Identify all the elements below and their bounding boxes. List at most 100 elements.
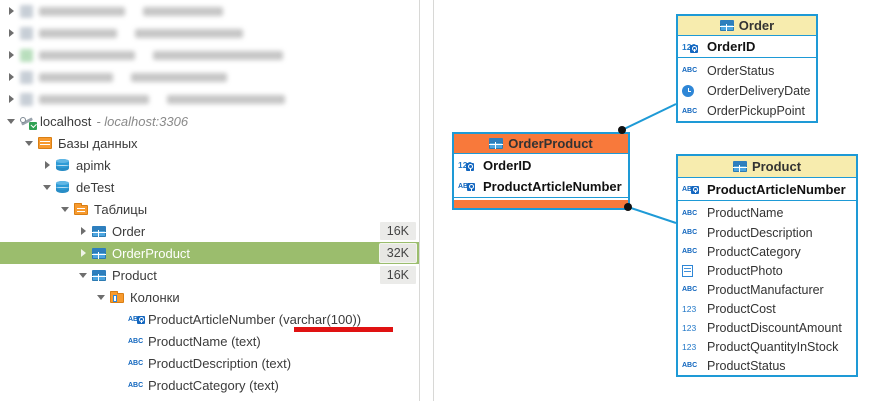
erd-column-productname[interactable]: ProductName xyxy=(678,203,856,223)
chevron-right-icon[interactable] xyxy=(38,154,56,176)
erd-entity-product[interactable]: Product ProductArticleNumber ProductName… xyxy=(676,154,858,377)
table-icon xyxy=(489,138,504,149)
mysql-connection-icon xyxy=(20,44,39,66)
tree-item-db-detest[interactable]: deTest xyxy=(0,176,419,198)
column-name: ProductStatus xyxy=(707,358,786,373)
entity-title: Product xyxy=(751,159,802,174)
text-column-icon xyxy=(128,330,147,352)
erd-column-orderstatus[interactable]: OrderStatus xyxy=(678,60,816,81)
erd-column-productmanufacturer[interactable]: ProductManufacturer xyxy=(678,280,856,299)
chevron-right-icon[interactable] xyxy=(2,44,20,66)
tree-item-tables-folder[interactable]: Таблицы xyxy=(0,198,419,220)
chevron-right-icon[interactable] xyxy=(74,220,92,242)
blurred-connection-row[interactable] xyxy=(0,66,419,88)
chevron-right-icon[interactable] xyxy=(74,242,92,264)
table-icon xyxy=(92,242,111,264)
column-name: ProductManufacturer xyxy=(707,282,824,297)
text-column-icon xyxy=(682,280,702,299)
text-column-icon xyxy=(682,356,702,375)
red-underline-annotation xyxy=(294,327,393,332)
tree-item-table-order[interactable]: Order 16K xyxy=(0,220,419,242)
er-diagram-panel[interactable]: Order OrderID OrderStatus OrderDeliveryD… xyxy=(434,0,883,401)
column-name: ProductPhoto xyxy=(707,263,783,278)
erd-column-productphoto[interactable]: ProductPhoto xyxy=(678,261,856,280)
number-primary-key-column-icon xyxy=(458,154,478,176)
row-count-badge: 16K xyxy=(379,266,416,284)
number-column-icon xyxy=(682,337,702,356)
entity-header[interactable]: Product xyxy=(678,156,856,178)
erd-column-orderid[interactable]: OrderID xyxy=(454,154,628,176)
tables-folder-icon xyxy=(74,198,93,220)
erd-column-productcategory[interactable]: ProductCategory xyxy=(678,242,856,261)
chevron-down-icon[interactable] xyxy=(74,264,92,286)
table-icon xyxy=(732,161,747,172)
erd-column-productcost[interactable]: ProductCost xyxy=(678,299,856,318)
key-icon xyxy=(691,185,700,194)
blurred-connection-row[interactable] xyxy=(0,0,419,22)
erd-column-productarticlenumber[interactable]: ProductArticleNumber xyxy=(454,176,628,197)
varchar-primary-key-column-icon xyxy=(128,308,147,330)
erd-column-orderdeliverydate[interactable]: OrderDeliveryDate xyxy=(678,81,816,101)
chevron-down-icon[interactable] xyxy=(92,286,110,308)
spacer xyxy=(110,330,128,352)
entity-footer-gap xyxy=(454,197,628,200)
erd-column-productdescription[interactable]: ProductDescription xyxy=(678,223,856,242)
database-icon xyxy=(56,154,75,176)
varchar-primary-key-column-icon xyxy=(458,176,478,197)
erd-entity-orderproduct[interactable]: OrderProduct OrderID ProductArticleNumbe… xyxy=(452,132,630,210)
tree-item-column-productphoto[interactable]: ProductPhoto xyxy=(0,396,419,401)
column-name: OrderID xyxy=(707,39,756,54)
column-name: ProductCategory xyxy=(707,244,801,259)
table-name: Product xyxy=(112,267,157,283)
tree-item-column-productdescription[interactable]: ProductDescription (text) xyxy=(0,352,419,374)
erd-column-productquantityinstock[interactable]: ProductQuantityInStock xyxy=(678,337,856,356)
erd-column-orderid[interactable]: OrderID xyxy=(678,36,816,58)
tree-item-column-productarticlenumber[interactable]: ProductArticleNumber (varchar(100)) xyxy=(0,308,419,330)
tree-item-table-product[interactable]: Product 16K xyxy=(0,264,419,286)
database-name: apimk xyxy=(76,157,111,173)
tree-item-column-productcategory[interactable]: ProductCategory (text) xyxy=(0,374,419,396)
tree-item-localhost[interactable]: localhost - localhost:3306 xyxy=(0,110,419,132)
folder-label: Таблицы xyxy=(94,201,148,217)
tree-item-databases-folder[interactable]: Базы данных xyxy=(0,132,419,154)
chevron-down-icon[interactable] xyxy=(2,110,20,132)
mysql-connection-icon xyxy=(20,0,39,22)
chevron-down-icon[interactable] xyxy=(38,176,56,198)
redacted-text xyxy=(167,94,285,104)
column-name: ProductDiscountAmount xyxy=(707,320,842,335)
entity-header[interactable]: OrderProduct xyxy=(454,134,628,154)
erd-column-productstatus[interactable]: ProductStatus xyxy=(678,356,856,375)
chevron-down-icon[interactable] xyxy=(56,198,74,220)
database-icon xyxy=(56,176,75,198)
tree-item-column-productname[interactable]: ProductName (text) xyxy=(0,330,419,352)
chevron-right-icon[interactable] xyxy=(2,0,20,22)
blurred-connection-row[interactable] xyxy=(0,88,419,110)
tree-item-db-apimk[interactable]: apimk xyxy=(0,154,419,176)
entity-header[interactable]: Order xyxy=(678,16,816,36)
tree-item-table-orderproduct[interactable]: OrderProduct 32K xyxy=(0,242,419,264)
erd-column-orderpickuppoint[interactable]: OrderPickupPoint xyxy=(678,101,816,121)
datetime-column-icon xyxy=(682,81,702,101)
chevron-right-icon[interactable] xyxy=(2,66,20,88)
spacer xyxy=(110,374,128,396)
panel-divider[interactable] xyxy=(433,0,434,401)
chevron-right-icon[interactable] xyxy=(2,88,20,110)
tree-item-columns-folder[interactable]: Колонки xyxy=(0,286,419,308)
table-name: OrderProduct xyxy=(112,245,191,261)
erd-column-productdiscountamount[interactable]: ProductDiscountAmount xyxy=(678,318,856,337)
mysql-connection-icon xyxy=(20,66,39,88)
table-icon xyxy=(92,220,111,242)
column-name: ProductName xyxy=(707,206,784,220)
erd-column-productarticlenumber[interactable]: ProductArticleNumber xyxy=(678,178,856,201)
mysql-connection-icon xyxy=(20,22,39,44)
connection-name: localhost xyxy=(40,113,92,129)
text-column-icon xyxy=(682,60,702,81)
erd-entity-order[interactable]: Order OrderID OrderStatus OrderDeliveryD… xyxy=(676,14,818,123)
table-icon xyxy=(719,20,734,31)
blurred-connection-row[interactable] xyxy=(0,44,419,66)
entity-title: OrderProduct xyxy=(508,136,593,151)
chevron-right-icon[interactable] xyxy=(2,22,20,44)
chevron-down-icon[interactable] xyxy=(20,132,38,154)
blurred-connection-row[interactable] xyxy=(0,22,419,44)
